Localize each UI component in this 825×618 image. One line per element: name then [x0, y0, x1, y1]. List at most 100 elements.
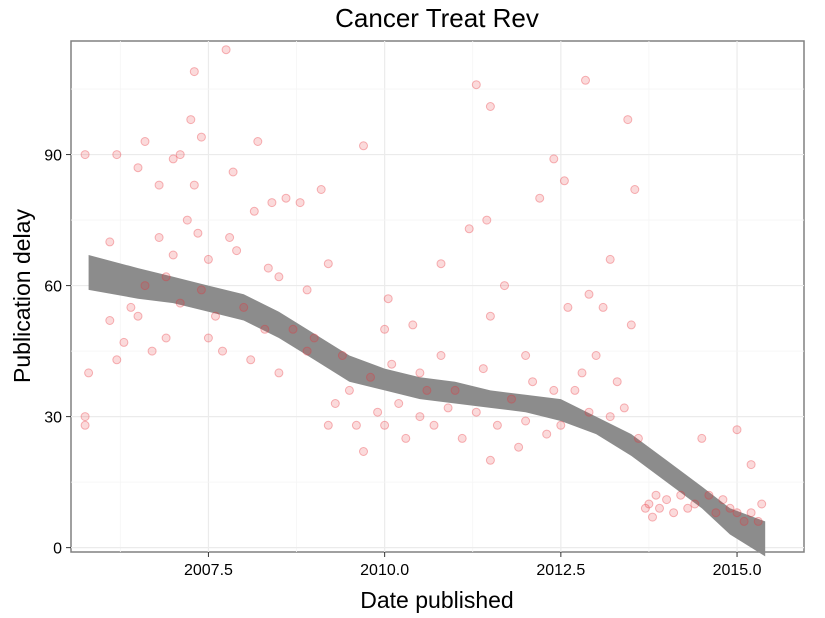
data-point	[415, 368, 425, 378]
data-point	[80, 150, 90, 160]
data-point	[640, 503, 650, 513]
y-tick-label: 60	[44, 279, 62, 296]
data-point	[485, 455, 495, 465]
smooth-confidence-band	[88, 255, 766, 557]
data-point	[436, 351, 446, 360]
data-point	[140, 137, 150, 146]
data-point	[598, 302, 608, 312]
data-point	[228, 167, 238, 177]
data-point	[133, 311, 143, 321]
data-point	[189, 67, 199, 77]
data-point	[175, 298, 185, 308]
data-point	[168, 154, 178, 164]
data-point	[633, 433, 643, 443]
data-point	[535, 193, 545, 203]
data-point	[429, 420, 439, 430]
data-point	[436, 259, 446, 269]
data-point	[302, 346, 312, 356]
data-points	[80, 45, 767, 526]
data-point	[351, 420, 361, 430]
data-point	[154, 180, 164, 190]
smooth-band	[88, 255, 766, 557]
y-tick-label: 0	[53, 541, 62, 558]
data-point	[757, 499, 767, 509]
data-point	[651, 490, 661, 500]
data-point	[211, 311, 220, 321]
data-point	[249, 206, 259, 216]
axis-ticks: 2007.5 2010.0 2012.5 2015.0 0 30 60 90	[44, 148, 761, 579]
data-point	[739, 516, 749, 526]
data-point	[330, 399, 340, 408]
data-point	[644, 499, 654, 509]
data-point	[112, 355, 122, 365]
data-point	[186, 115, 196, 125]
x-tick-label: 2015.0	[713, 562, 762, 579]
data-point	[521, 416, 531, 426]
data-point	[274, 368, 284, 378]
data-point	[711, 508, 721, 518]
data-point	[133, 163, 143, 173]
y-tick-label: 90	[44, 148, 62, 165]
data-point	[323, 259, 333, 269]
data-point	[203, 333, 213, 343]
data-point	[154, 233, 164, 242]
data-point	[373, 407, 383, 417]
data-point	[84, 368, 94, 378]
data-point	[253, 137, 263, 146]
data-point	[193, 228, 203, 238]
data-point	[584, 289, 594, 299]
data-point	[507, 394, 516, 404]
data-point	[218, 346, 227, 356]
data-point	[140, 281, 150, 291]
data-point	[464, 224, 474, 234]
data-point	[626, 320, 636, 330]
data-point	[175, 150, 185, 160]
x-tick-label: 2007.5	[184, 562, 233, 579]
data-point	[443, 403, 453, 413]
data-point	[383, 294, 393, 304]
data-point	[196, 285, 206, 295]
data-point	[500, 281, 509, 291]
data-point	[309, 333, 319, 343]
data-point	[422, 385, 432, 395]
data-point	[471, 407, 481, 417]
data-point	[168, 250, 178, 260]
data-point	[521, 351, 531, 360]
data-point	[676, 490, 686, 500]
data-point	[725, 503, 735, 513]
data-point	[478, 364, 488, 374]
data-point	[408, 320, 418, 330]
data-point	[619, 403, 629, 413]
data-point	[281, 193, 291, 203]
data-point	[112, 150, 122, 160]
data-point	[612, 377, 622, 387]
data-point	[80, 420, 90, 430]
data-point	[288, 324, 298, 334]
data-point	[316, 185, 326, 194]
data-point	[605, 254, 615, 264]
data-point	[161, 272, 171, 282]
data-point	[577, 368, 587, 378]
data-point	[718, 495, 728, 505]
data-point	[323, 420, 333, 430]
data-point	[549, 385, 559, 395]
data-point	[732, 425, 742, 435]
data-point	[105, 237, 115, 247]
data-point	[704, 490, 714, 500]
data-point	[485, 102, 495, 111]
data-point	[630, 185, 640, 194]
data-point	[697, 433, 707, 443]
x-tick-label: 2010.0	[360, 562, 409, 579]
data-point	[549, 154, 559, 164]
data-point	[528, 377, 538, 387]
data-point	[662, 495, 672, 505]
data-point	[559, 176, 569, 186]
data-point	[623, 115, 633, 125]
data-point	[337, 351, 347, 360]
data-point	[482, 215, 492, 225]
data-point	[274, 272, 284, 282]
data-point	[648, 512, 657, 522]
data-point	[394, 399, 404, 408]
data-point	[485, 311, 495, 321]
data-point	[267, 198, 277, 208]
